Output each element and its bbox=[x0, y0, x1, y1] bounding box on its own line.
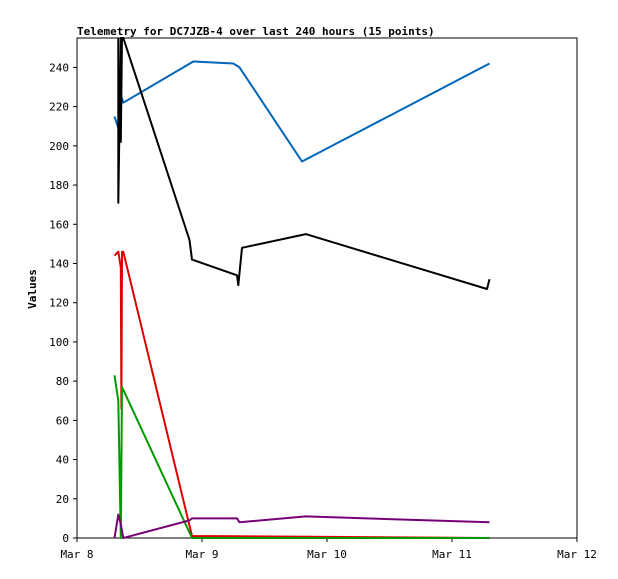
series-line-5 bbox=[113, 513, 490, 539]
y-tick-label: 180 bbox=[49, 179, 69, 192]
y-tick-label: 0 bbox=[62, 532, 69, 545]
chart-title: Telemetry for DC7JZB-4 over last 240 hou… bbox=[77, 25, 435, 38]
y-tick-label: 140 bbox=[49, 257, 69, 270]
x-tick-label: Mar 12 bbox=[557, 548, 597, 561]
y-tick-label: 40 bbox=[56, 454, 69, 467]
y-axis: 0 20 40 60 80 100 120 140 160 180 200 220 240 bbox=[49, 61, 77, 545]
y-tick-label: 60 bbox=[56, 414, 69, 427]
y-axis-label: Values bbox=[26, 269, 39, 309]
y-tick-label: 120 bbox=[49, 297, 69, 310]
y-tick-label: 100 bbox=[49, 336, 69, 349]
y-tick-label: 160 bbox=[49, 218, 69, 231]
y-tick-label: 20 bbox=[56, 493, 69, 506]
series-layer bbox=[113, 37, 491, 539]
y-tick-label: 240 bbox=[49, 61, 69, 74]
x-tick-label: Mar 9 bbox=[185, 548, 218, 561]
series-line-3 bbox=[113, 250, 490, 539]
series-line-2 bbox=[117, 37, 491, 290]
series-line-1 bbox=[113, 60, 490, 163]
plot-frame bbox=[76, 37, 578, 539]
x-tick-label: Mar 11 bbox=[432, 548, 472, 561]
series-line-4 bbox=[113, 375, 490, 539]
y-tick-label: 200 bbox=[49, 140, 69, 153]
x-tick-label: Mar 10 bbox=[307, 548, 347, 561]
x-axis: Mar 8 Mar 9 Mar 10 Mar 11 Mar 12 bbox=[60, 538, 597, 561]
x-tick-label: Mar 8 bbox=[60, 548, 93, 561]
y-tick-label: 80 bbox=[56, 375, 69, 388]
y-tick-label: 220 bbox=[49, 101, 69, 114]
